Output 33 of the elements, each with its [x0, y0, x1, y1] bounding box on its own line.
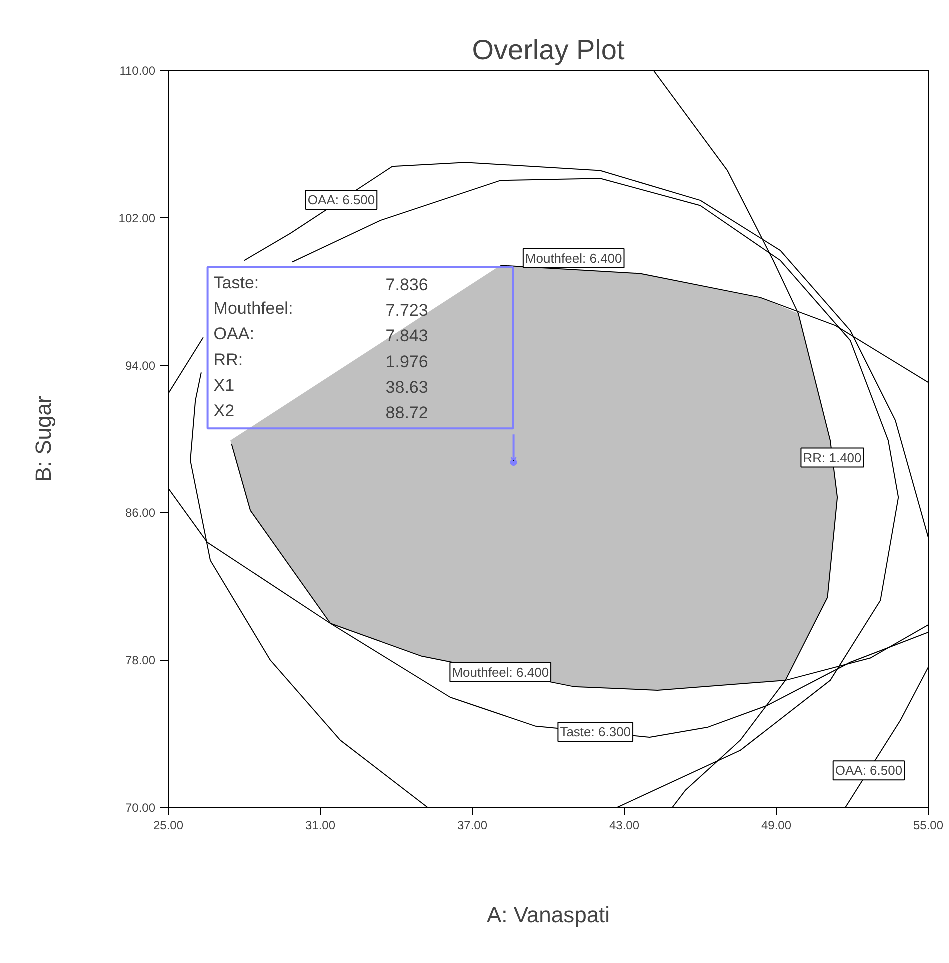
- annotation: RR: 1.400: [803, 450, 862, 466]
- x-tick-label: 25.00: [153, 818, 184, 832]
- annotation: OAA: 6.500: [308, 192, 376, 208]
- y-tick-label: 78.00: [125, 654, 156, 668]
- annotation: Mouthfeel:: [214, 298, 294, 318]
- annotation: OAA:: [214, 324, 254, 344]
- annotation: 7.723: [386, 300, 428, 320]
- x-tick-label: 49.00: [761, 818, 792, 832]
- annotation: 7.843: [386, 326, 428, 346]
- y-tick-label: 110.00: [120, 64, 156, 78]
- x-tick-label: 55.00: [913, 818, 944, 832]
- annotation: 88.72: [386, 404, 428, 423]
- y-tick-label: 70.00: [125, 801, 156, 815]
- y-tick-label: 86.00: [125, 506, 156, 520]
- annotation: Taste: 6.300: [560, 724, 632, 740]
- annotation: OAA: 6.500: [835, 763, 903, 778]
- x-tick-label: 37.00: [457, 818, 488, 832]
- annotation: Mouthfeel: 6.400: [452, 664, 550, 680]
- annotation: 7.836: [386, 275, 428, 294]
- y-axis-title: B: Sugar: [30, 396, 56, 482]
- y-tick-label: 94.00: [125, 358, 156, 373]
- chart-title: Overlay Plot: [472, 34, 625, 66]
- annotation: X2: [214, 402, 235, 421]
- annotation: X1: [214, 376, 235, 395]
- annotation: 1.976: [386, 352, 428, 372]
- x-tick-label: 31.00: [305, 818, 336, 832]
- x-tick-label: 43.00: [609, 818, 640, 832]
- annotation: 38.63: [386, 378, 428, 397]
- annotation: Taste:: [214, 273, 260, 292]
- annotation: RR:: [214, 350, 244, 370]
- y-tick-label: 102.00: [118, 211, 156, 226]
- annotation: Mouthfeel: 6.400: [525, 250, 622, 266]
- x-axis-title: A: Vanaspati: [486, 902, 610, 928]
